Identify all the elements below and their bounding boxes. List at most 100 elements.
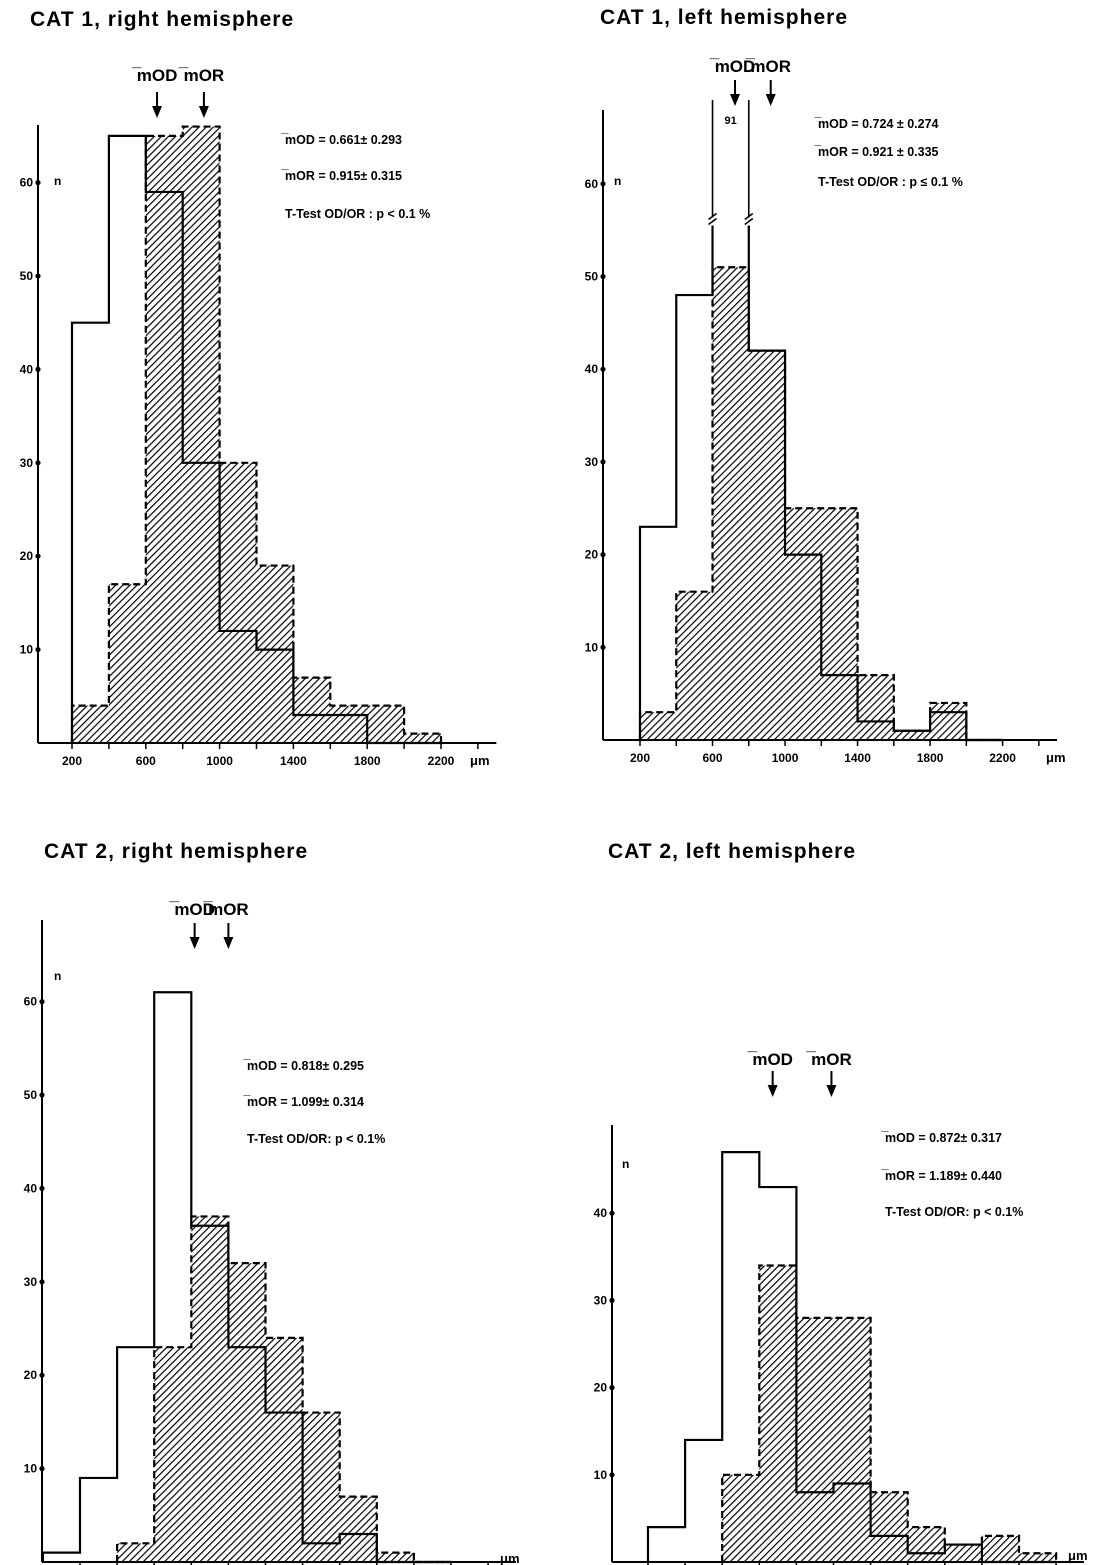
panel-3-y-tick [39,1372,45,1378]
panel-4-or-bar [833,1317,871,1562]
panel-1-or-bar [256,565,294,743]
panel-3-arrow-label-mod: ̅mOD [169,900,215,919]
panel-2-y-tick [600,459,606,465]
panel-3-y-tick [39,1185,45,1191]
panel-3-plot: 2006001000140018002200102030405060̅mOD̅m… [24,900,516,1565]
panel-4-y-tick [609,1297,615,1303]
panel-3-y-tick-label: 50 [24,1088,38,1102]
panel-1-y-tick-label: 40 [20,362,34,376]
panel-4-od-outline [646,1151,1057,1564]
panel-2-y-tick-label: 20 [585,548,599,562]
panel-2-x-tick-label: 2200 [989,751,1016,765]
panel-2-arrow-label-mor: ̅mOR [745,57,791,76]
panel-2-or-bar [676,591,713,740]
panel-1-x-tick-label: 1400 [280,754,307,768]
panel-4-stat-mod: ̅mOD = 0.872± 0.317 [881,1131,1002,1145]
panel-3-or-bar [228,1263,266,1562]
panel-1-or-bar [330,705,368,743]
panel-1-arrow-label-mor: ̅mOR [179,66,225,85]
panel-2-or-bar [785,508,822,740]
panel-1-y-tick [35,647,41,653]
panel-4-y-tick [609,1472,615,1478]
panel-2-or-bar [712,267,749,740]
panel-3-od-outline [41,991,451,1564]
panel-3-y-tick-label: 20 [24,1368,38,1382]
panel-2-or-bar [857,675,894,740]
panel-1-stat-mod: ̅mOD = 0.661± 0.293 [281,133,402,147]
panel-1-or-bar [293,677,331,743]
panel-1-y-tick-label: 20 [20,549,34,563]
panel-4-or-bar [944,1544,982,1562]
panel-1-y-tick-label: 60 [20,176,34,190]
panel-2-or-outline [638,266,1003,742]
panel-1-or-bar [404,733,441,743]
panel-2-y-tick [600,644,606,650]
panel-2-y-tick-label: 40 [585,362,599,376]
panel-1-x-tick-label: 1000 [206,754,233,768]
panel-1-or-bar [219,462,257,743]
panel-2-or-bar [748,350,786,740]
panel-3-ylabel: n [54,969,61,983]
panel-2-plot: 91 200 600 1000 1400 1800 2200 10 20 30 40 50 60̅mOD… [585,57,1057,765]
panel-4-stat-ttest: T-Test OD/OR: p < 0.1% [885,1205,1023,1219]
panel-4-y-tick [609,1210,615,1216]
panel-1-title: CAT 1, right hemisphere [30,8,294,31]
panel-3-y-tick-label: 10 [24,1462,38,1476]
panel-3-or-bar [302,1412,340,1562]
panel-2-break-mark [744,212,754,221]
panel-1-arrow-head [152,106,163,118]
panel-4-y-tick-label: 30 [594,1293,608,1307]
panel-4-or-bar [1019,1553,1057,1562]
panel-1-y-tick-label: 30 [20,456,34,470]
panel-3-or-outline [116,1215,451,1564]
panel-2-or-bar [893,730,931,740]
panel-4-or-outline [721,1264,1058,1562]
panel-3-or-bar [265,1337,303,1562]
panel-1-ylabel: n [54,174,61,188]
panel-2-y-tick-label: 30 [585,455,599,469]
panel-2-stat-mor: ̅mOR = 0.921 ± 0.335 [814,145,939,159]
panel-2-break-mark [708,212,718,221]
panel-2-arrow-head [765,94,776,106]
panel-4-or-bar [907,1527,945,1562]
panel-1-x-tick-label: 2200 [428,754,455,768]
panel-2-y-tick [600,273,606,280]
panel-4-y-tick-label: 20 [594,1381,608,1395]
panel-4-title: CAT 2, left hemisphere [608,840,856,863]
panel-1-or-bar [367,705,405,743]
panel-1-od-outline [70,134,441,745]
panel-1-or-bar [72,705,109,743]
panel-1-x-tick-label: 200 [62,754,82,768]
panel-1-y-tick [35,460,41,466]
panel-1-y-tick [35,180,41,186]
panel-2-stat-mod: ̅mOD = 0.724 ± 0.274 [814,117,939,131]
panel-4-arrow-label-mor: ̅mOR [806,1050,852,1069]
panel-4-arrow-label-mod: ̅mOD [747,1050,793,1069]
panel-2-title: CAT 1, left hemisphere [600,6,848,29]
panel-3-stat-mor: ̅mOR = 1.099± 0.314 [243,1095,364,1109]
panel-2-or-bar [930,702,967,740]
panel-2-x-tick-label: 1000 [772,751,799,765]
panel-4-stat-mor: ̅mOR = 1.189± 0.440 [881,1169,1002,1183]
panel-2-arrow-head [730,94,741,106]
panel-1-or-bar [182,126,220,743]
panel-2-y-tick-label: 50 [585,270,599,284]
panel-4-or-bar [870,1492,908,1562]
panel-1-plot: 200 600 1000 1400 1800 2200 10 20 30 40 50 60̅mOD̅m… [20,66,497,768]
panel-4-or-bar [981,1535,1019,1562]
panel-2-break-mark [744,217,754,226]
panel-2-y-tick-label: 60 [585,177,599,191]
panel-4-arrow-head [826,1085,837,1097]
panel-3-arrow-head [189,937,200,949]
panel-3-y-tick [39,1466,45,1472]
panel-3-stat-mod: ̅mOD = 0.818± 0.295 [243,1059,364,1073]
panel-3-y-tick [39,1279,45,1285]
panel-2-y-tick [600,181,606,187]
panel-2-stat-ttest: T-Test OD/OR : p ≤ 0.1 % [818,175,963,189]
panel-1-arrow-label-mod: ̅mOD [132,66,178,85]
panel-1-or-bar [108,584,146,743]
panel-3-y-tick-label: 40 [24,1181,38,1195]
panel-2-y-tick [600,552,606,558]
